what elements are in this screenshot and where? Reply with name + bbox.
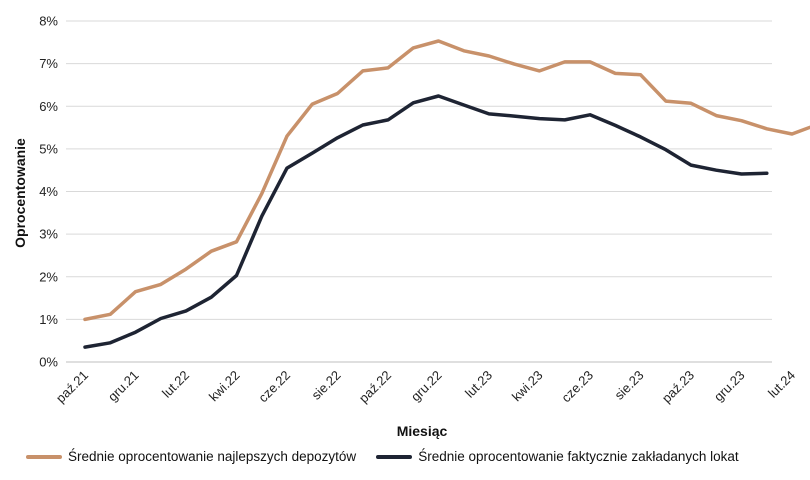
x-tick-label: kwi.23 bbox=[509, 368, 546, 405]
x-tick-label: lut.24 bbox=[765, 368, 798, 401]
x-axis-title: Miesiąc bbox=[397, 423, 448, 439]
line-chart: 0% 1% 2% 3% 4% 5% 6% 7% 8% paź.21 gru.21 lut.22 kwi… bbox=[12, 14, 810, 439]
legend-label-series-2: Średnie oprocentowanie faktycznie zakład… bbox=[418, 449, 739, 464]
gridlines bbox=[66, 20, 772, 363]
x-tick-label: kwi.22 bbox=[206, 368, 243, 405]
y-axis-title: Oprocentowanie bbox=[12, 138, 28, 248]
legend-item-series-2: Średnie oprocentowanie faktycznie zakład… bbox=[376, 449, 739, 464]
y-tick-label: 0% bbox=[39, 355, 58, 370]
x-tick-label: sie.22 bbox=[308, 368, 343, 403]
y-tick-label: 2% bbox=[39, 269, 58, 284]
x-tick-label: paź.21 bbox=[53, 368, 91, 406]
legend-label-series-1: Średnie oprocentowanie najlepszych depoz… bbox=[68, 449, 357, 464]
series-lines bbox=[83, 39, 810, 349]
x-tick-label: gru.22 bbox=[408, 368, 445, 405]
x-tick-label: cze.22 bbox=[255, 368, 293, 406]
legend-item-series-1: Średnie oprocentowanie najlepszych depoz… bbox=[26, 449, 356, 464]
legend: Średnie oprocentowanie najlepszych depoz… bbox=[26, 449, 739, 464]
x-tick-label: lut.22 bbox=[159, 368, 192, 401]
legend-swatch-series-1 bbox=[26, 454, 62, 459]
y-tick-label: 4% bbox=[39, 184, 58, 199]
y-axis-tick-labels: 0% 1% 2% 3% 4% 5% 6% 7% 8% bbox=[39, 14, 58, 370]
x-tick-label: paź.23 bbox=[659, 368, 697, 406]
series-line-1 bbox=[83, 39, 810, 322]
x-tick-label: lut.23 bbox=[462, 368, 495, 401]
x-tick-label: cze.23 bbox=[558, 368, 596, 406]
y-tick-label: 7% bbox=[39, 56, 58, 71]
y-tick-label: 8% bbox=[39, 14, 58, 29]
y-tick-label: 3% bbox=[39, 227, 58, 242]
y-tick-label: 6% bbox=[39, 99, 58, 114]
legend-swatch-series-2 bbox=[376, 454, 413, 459]
y-tick-label: 1% bbox=[39, 312, 58, 327]
y-tick-label: 5% bbox=[39, 141, 58, 156]
x-tick-label: sie.23 bbox=[611, 368, 646, 403]
x-tick-label: paź.22 bbox=[356, 368, 394, 406]
x-axis-tick-labels: paź.21 gru.21 lut.22 kwi.22 cze.22 sie.22 paź.… bbox=[53, 368, 798, 406]
x-tick-label: gru.21 bbox=[105, 368, 142, 405]
x-tick-label: gru.23 bbox=[711, 368, 748, 405]
series-line-2 bbox=[83, 94, 769, 349]
